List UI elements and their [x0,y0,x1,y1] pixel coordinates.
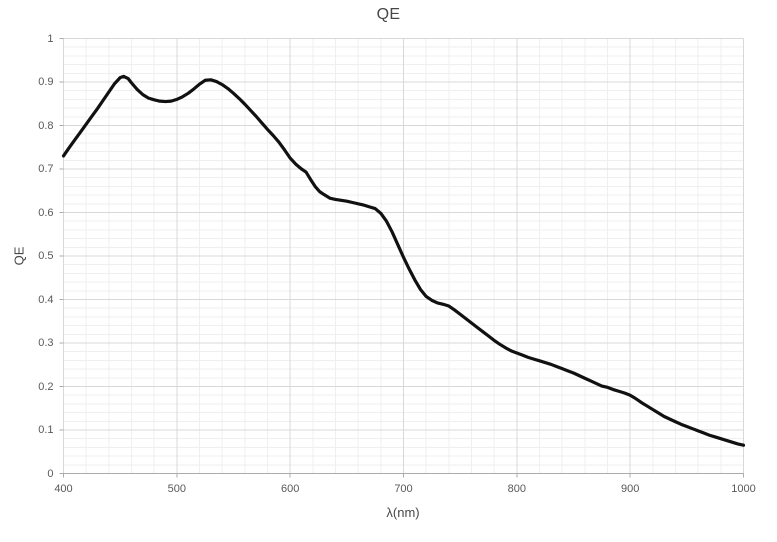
chart-title: QE [376,6,401,23]
x-tick-label: 1000 [731,482,756,495]
x-axis-title: λ(nm) [386,505,420,520]
x-tick-label: 600 [280,482,300,495]
x-tick-label: 500 [167,482,186,495]
x-tick-label: 400 [54,482,73,495]
y-tick-label: 0.3 [38,337,54,349]
y-tick-label: 0.1 [38,424,54,436]
x-tick-label: 700 [394,482,413,495]
y-tick-label: 0.5 [38,250,54,262]
x-tick-label: 900 [620,482,640,495]
y-tick-label: 0.8 [38,119,54,132]
y-tick-label: 0.4 [38,293,54,306]
y-tick-label: 0.2 [38,380,54,393]
y-tick-label: 1 [47,32,54,45]
y-tick-label: 0.6 [38,206,54,219]
x-tick-label: 800 [507,482,526,495]
qe-curve [61,74,746,447]
y-tick-label: 0.7 [38,163,54,175]
y-tick-label: 0 [47,467,54,480]
y-tick-label: 0.9 [38,76,54,88]
